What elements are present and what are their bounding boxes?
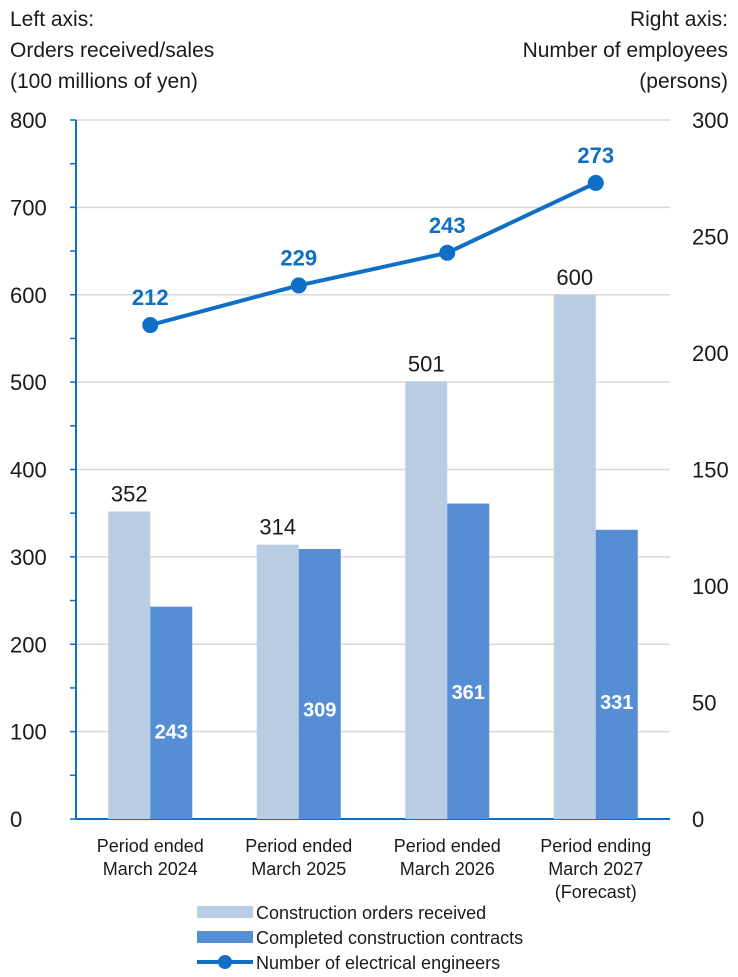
bar xyxy=(298,549,341,819)
right-axis-title-line: Number of employees xyxy=(522,39,728,62)
bar xyxy=(447,503,490,819)
left-axis-tick-label: 600 xyxy=(10,283,47,308)
left-axis-title-line: (100 millions of yen) xyxy=(10,70,198,93)
bar-value-label: 352 xyxy=(111,481,148,506)
bar-value-label: 243 xyxy=(155,721,188,743)
legend-label: Construction orders received xyxy=(256,903,486,923)
right-axis-tick-label: 150 xyxy=(692,458,729,483)
bar xyxy=(256,544,299,819)
line-value-label: 243 xyxy=(429,213,466,238)
left-axis-title: Left axis: Orders received/sales (100 mi… xyxy=(10,4,214,97)
left-axis-title-line: Orders received/sales xyxy=(10,39,215,62)
legend-swatch xyxy=(197,931,253,943)
left-axis-tick-label: 200 xyxy=(10,632,47,657)
line-value-label: 229 xyxy=(280,245,317,270)
left-axis-tick-label: 400 xyxy=(10,458,47,483)
category-label: Period ended xyxy=(245,836,352,856)
category-label: Period ended xyxy=(394,836,501,856)
right-axis-tick-label: 300 xyxy=(692,108,729,133)
line-point xyxy=(439,244,456,261)
line-point xyxy=(587,174,604,191)
bar-value-label: 600 xyxy=(556,265,593,290)
left-axis-title-line: Left axis: xyxy=(10,8,95,31)
category-label: March 2024 xyxy=(103,859,198,879)
legend-swatch-marker xyxy=(218,955,232,969)
left-axis-tick-label: 800 xyxy=(10,108,47,133)
left-axis-tick-label: 100 xyxy=(10,720,47,745)
legend-swatch xyxy=(197,906,253,918)
bar xyxy=(553,294,596,819)
right-axis-title: Right axis: Number of employees (persons… xyxy=(523,4,728,97)
bar-value-label: 501 xyxy=(408,351,445,376)
bar-value-label: 361 xyxy=(452,682,485,704)
right-axis-title-line: (persons) xyxy=(639,70,728,93)
right-axis-tick-label: 200 xyxy=(692,341,729,366)
category-label: March 2026 xyxy=(400,859,495,879)
left-axis-tick-label: 300 xyxy=(10,545,47,570)
category-label: March 2027 xyxy=(548,859,643,879)
bar xyxy=(108,511,151,819)
line-value-label: 212 xyxy=(132,285,169,310)
line-series-path xyxy=(149,181,597,327)
legend-label: Number of electrical engineers xyxy=(256,953,500,973)
line-point xyxy=(290,277,307,294)
bar-value-label: 309 xyxy=(303,699,336,721)
right-axis-title-line: Right axis: xyxy=(629,8,728,31)
right-axis-tick-label: 0 xyxy=(692,807,704,832)
category-label: Period ending xyxy=(540,836,651,856)
left-axis-tick-label: 0 xyxy=(10,807,22,832)
right-axis-tick-label: 100 xyxy=(692,574,729,599)
bar xyxy=(405,381,448,819)
line-value-label: 273 xyxy=(577,143,614,168)
category-label: Period ended xyxy=(97,836,204,856)
right-axis-tick-label: 50 xyxy=(692,691,716,716)
bar-value-label: 314 xyxy=(259,515,296,540)
bar-value-label: 331 xyxy=(600,692,633,714)
right-axis-tick-label: 250 xyxy=(692,225,729,250)
bar xyxy=(150,606,193,819)
left-axis-tick-label: 700 xyxy=(10,195,47,220)
category-label: March 2025 xyxy=(251,859,346,879)
left-axis-tick-label: 500 xyxy=(10,370,47,395)
category-label: (Forecast) xyxy=(555,882,637,902)
line-point xyxy=(142,317,159,334)
legend-label: Completed construction contracts xyxy=(256,928,523,948)
bar xyxy=(595,529,638,819)
